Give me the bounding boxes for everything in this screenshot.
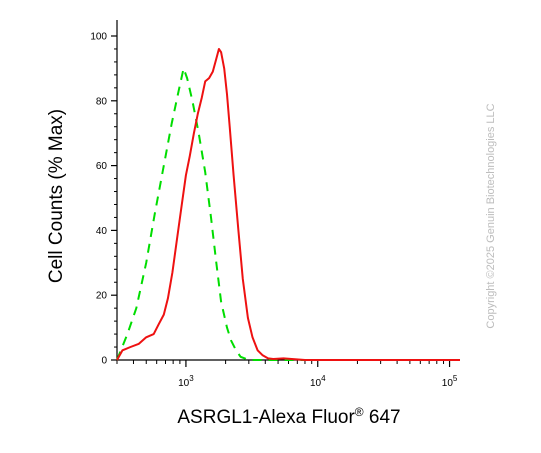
y-tick-label: 80 [96, 96, 108, 107]
x-tick-label: 104 [310, 374, 326, 389]
y-tick-label: 20 [96, 291, 108, 302]
x-tick-label: 103 [178, 374, 194, 389]
y-tick-label: 0 [101, 356, 107, 367]
series-line-1 [116, 67, 460, 361]
x-axis-title: ASRGL1-Alexa Fluor® 647 [177, 405, 400, 428]
y-tick-label: 40 [96, 226, 108, 237]
y-tick-label: 60 [96, 161, 108, 172]
series-line-2 [116, 48, 460, 361]
y-tick-label: 100 [90, 32, 107, 43]
y-ticks: 0 20 40 60 80 100 [90, 32, 117, 367]
series-layer [116, 48, 460, 361]
y-axis-title: Cell Counts (% Max) [46, 109, 67, 283]
x-tick-label: 105 [442, 374, 458, 389]
x-ticks: 103 104 105 [116, 360, 458, 389]
copyright-watermark: Copyright ©2025 Genuin Biotechnologies L… [485, 103, 497, 328]
